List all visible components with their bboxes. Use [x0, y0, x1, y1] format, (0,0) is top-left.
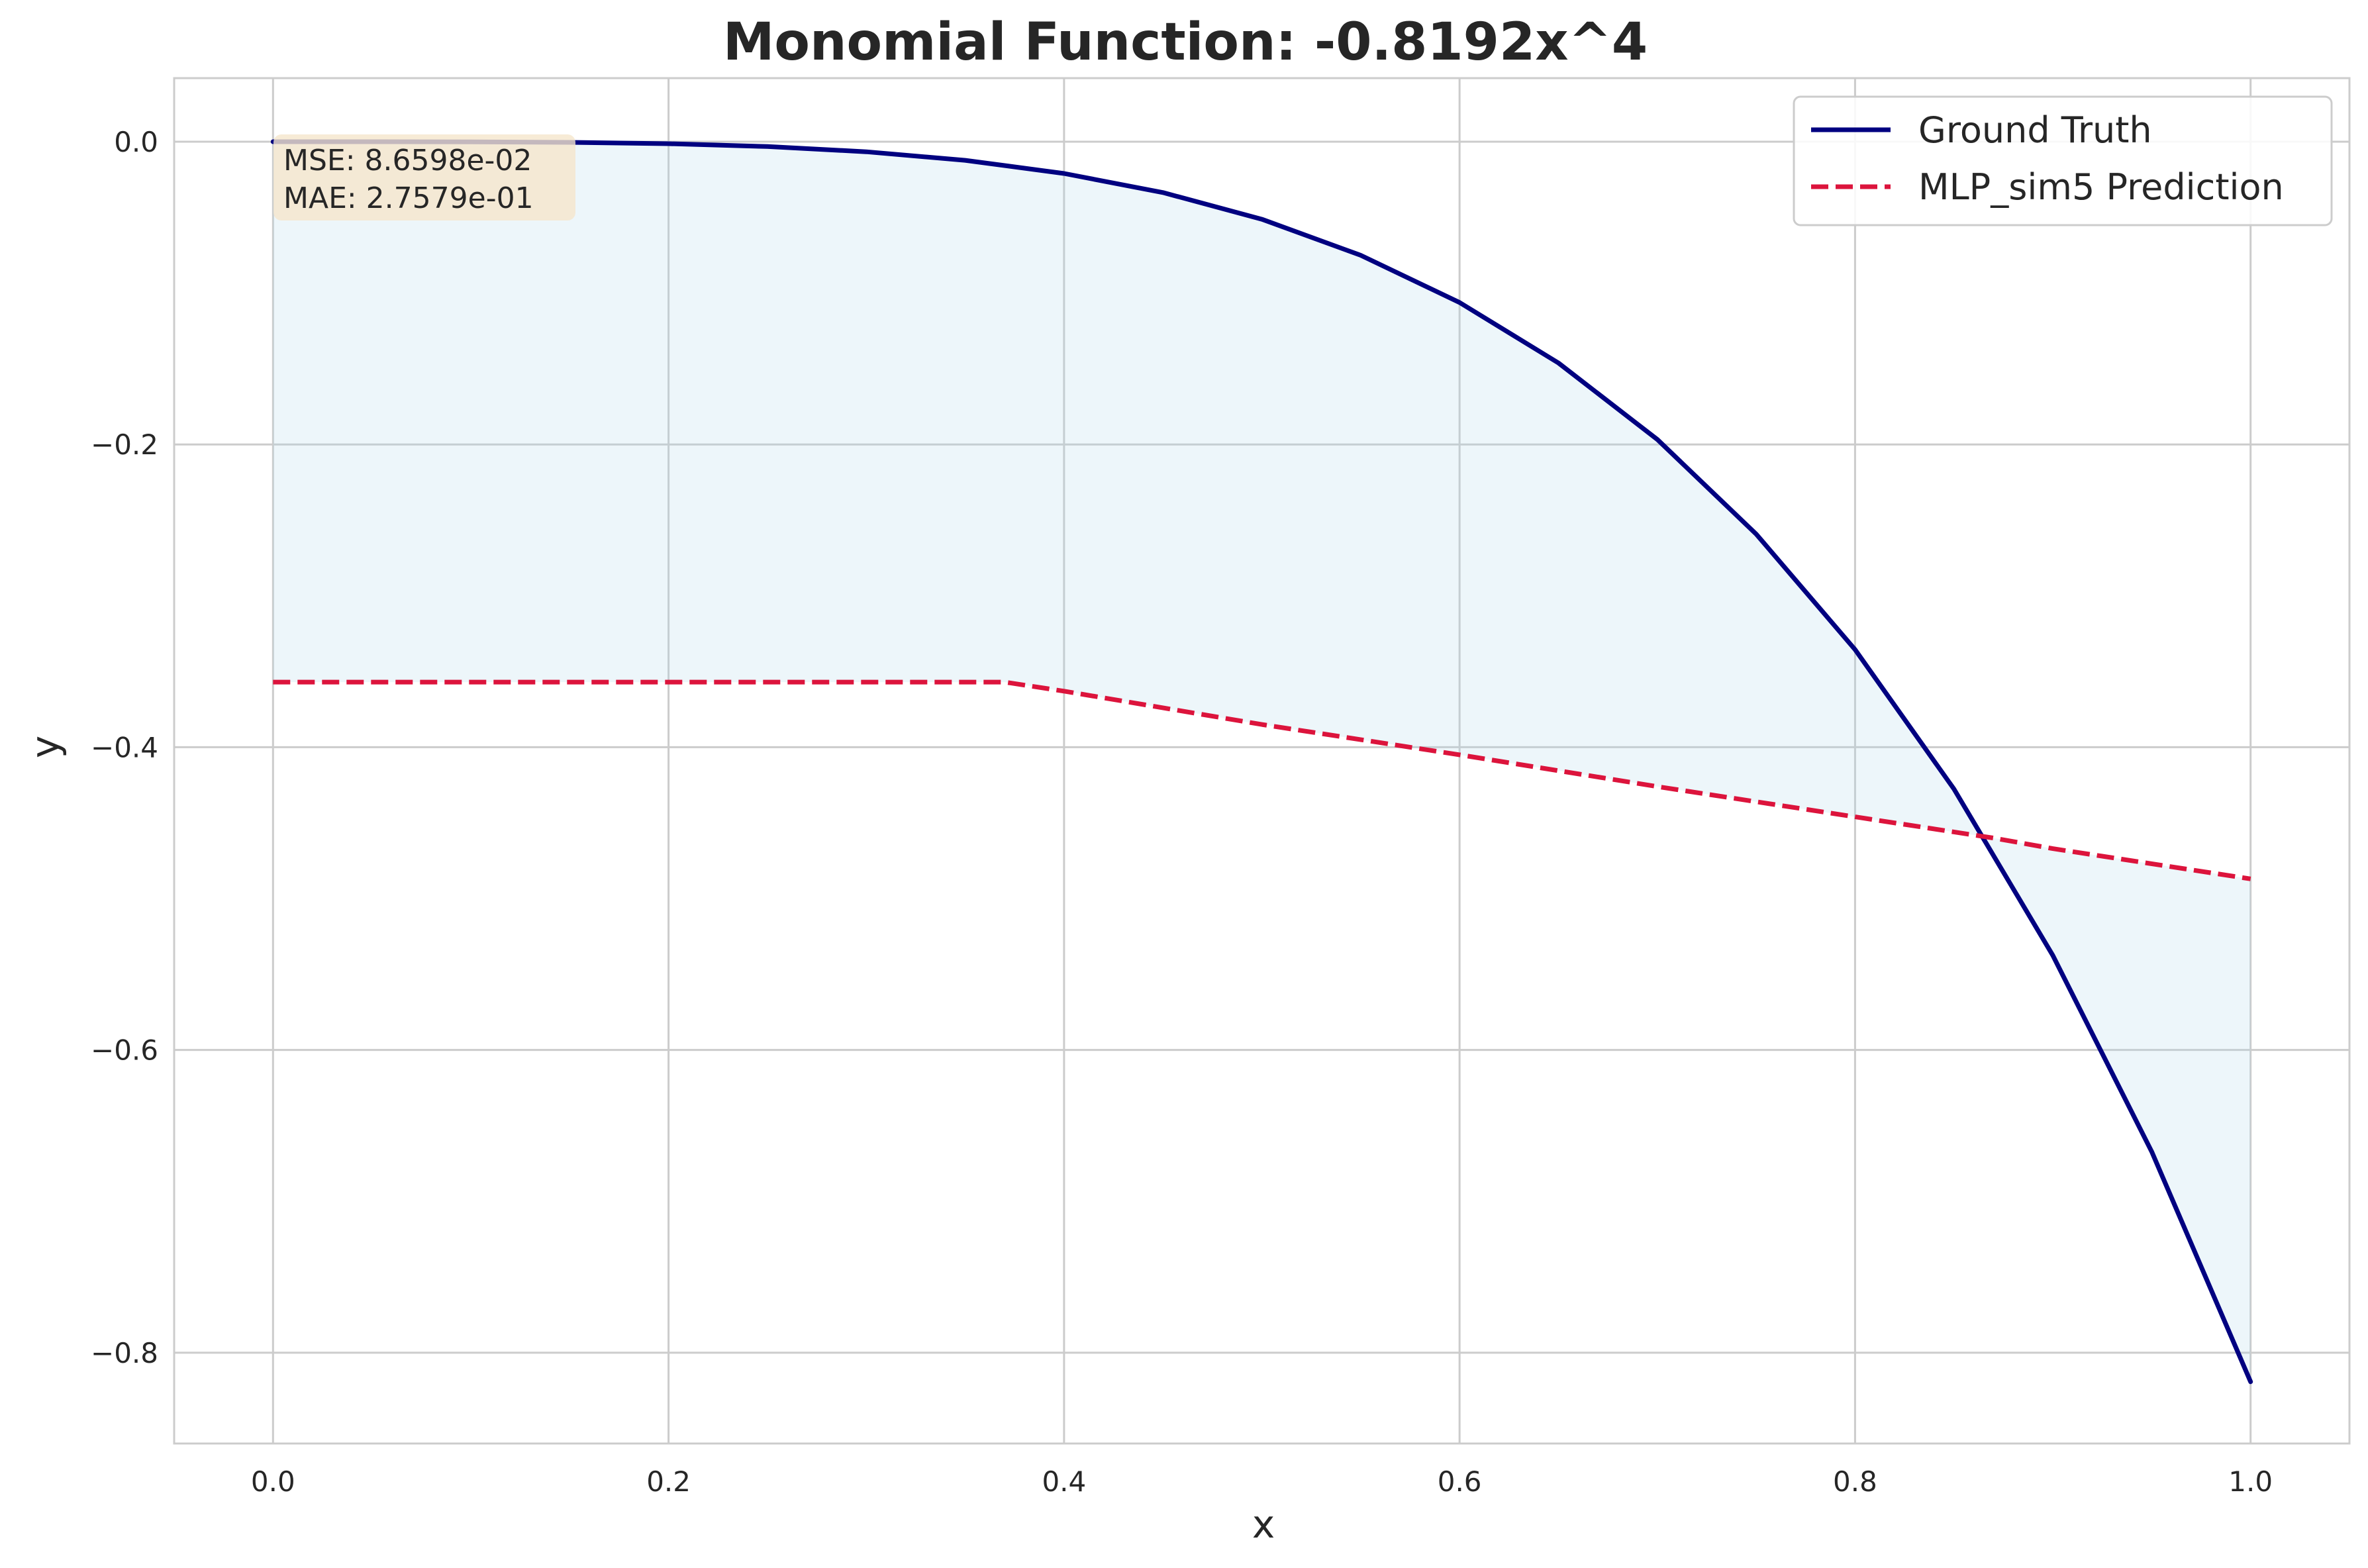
legend-label-mlp-prediction: MLP_sim5 Prediction	[1918, 166, 2284, 208]
y-axis-ticks: 0.0 −0.2 −0.4 −0.6 −0.8	[91, 126, 158, 1369]
mae-value: MAE: 2.7579e-01	[283, 181, 534, 215]
plot-background	[173, 77, 2351, 1445]
x-tick-label: 0.0	[251, 1465, 295, 1498]
error-fill-region	[273, 142, 2251, 1382]
y-tick-label: −0.8	[91, 1337, 158, 1369]
y-tick-label: −0.6	[91, 1034, 158, 1067]
y-axis-label: y	[23, 736, 68, 758]
mlp-prediction-line	[273, 679, 2251, 881]
legend: Ground Truth MLP_sim5 Prediction	[1793, 95, 2333, 226]
ground-truth-line	[270, 139, 2253, 1385]
x-axis-label: x	[1252, 1502, 1275, 1547]
y-tick-label: −0.4	[91, 731, 158, 763]
metrics-annotation: MSE: 8.6598e-02 MAE: 2.7579e-01	[273, 134, 575, 220]
x-tick-label: 0.2	[646, 1465, 691, 1498]
x-tick-label: 0.4	[1042, 1465, 1086, 1498]
y-tick-label: 0.0	[114, 126, 158, 158]
metrics-box-background	[273, 134, 575, 220]
mse-value: MSE: 8.6598e-02	[283, 144, 532, 177]
legend-label-ground-truth: Ground Truth	[1918, 109, 2152, 151]
chart-title: Monomial Function: -0.8192x^4	[723, 13, 1648, 72]
plot-area	[173, 77, 2351, 1445]
legend-box	[1793, 95, 2333, 226]
x-tick-label: 0.8	[1833, 1465, 1877, 1498]
x-tick-label: 0.6	[1438, 1465, 1482, 1498]
y-tick-label: −0.2	[91, 428, 158, 461]
x-tick-label: 1.0	[2228, 1465, 2273, 1498]
x-axis-ticks: 0.0 0.2 0.4 0.6 0.8 1.0	[251, 1465, 2273, 1498]
